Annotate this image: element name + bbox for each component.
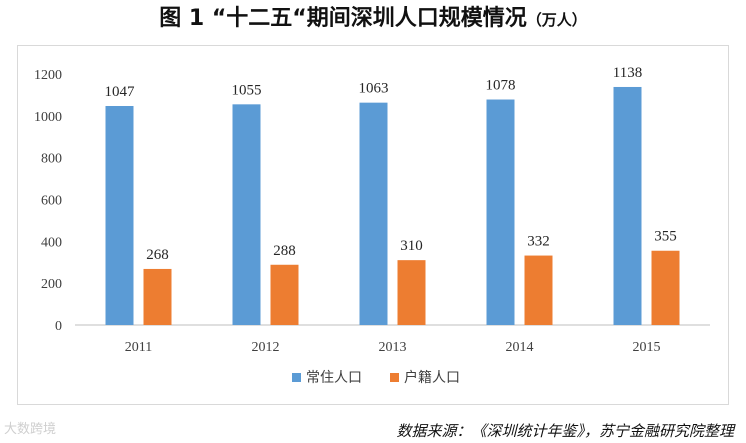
watermark: 大数跨境 (4, 422, 57, 437)
population-bar-chart: 0 200 400 600 800 1000 1200 1047 268 2011 1055 288 2… (34, 65, 710, 386)
y-tick-label: 0 (55, 319, 62, 334)
bar-resident-2011 (105, 106, 134, 325)
y-tick-label: 600 (41, 194, 62, 209)
bar-resident-2014 (486, 99, 515, 325)
data-label: 1063 (359, 81, 389, 97)
x-tick-label: 2013 (379, 340, 407, 355)
data-label: 1055 (232, 82, 262, 98)
y-tick-label: 400 (41, 235, 62, 250)
y-tick-label: 800 (41, 152, 62, 167)
bar-registered-2014 (524, 255, 553, 325)
x-tick-label: 2011 (125, 340, 152, 355)
chart-title-unit: （万人） (526, 11, 587, 29)
bar-registered-2013 (397, 260, 426, 325)
bar-registered-2011 (143, 268, 172, 325)
legend-swatch (292, 373, 301, 382)
bar-registered-2015 (651, 250, 680, 325)
data-label: 1078 (486, 78, 516, 94)
data-label: 332 (527, 234, 550, 250)
data-label: 355 (654, 229, 677, 245)
y-tick-label: 200 (41, 277, 62, 292)
chart-frame (17, 45, 729, 405)
data-label: 288 (273, 243, 296, 259)
source-note: 数据来源：《深圳统计年鉴》，苏宁金融研究院整理 (396, 422, 734, 440)
bar-registered-2012 (270, 264, 299, 325)
data-label: 310 (400, 238, 423, 254)
chart-title-text: 图 1 “十二五“期间深圳人口规模情况 (159, 6, 527, 31)
data-label: 268 (146, 247, 169, 263)
x-tick-label: 2014 (506, 340, 534, 355)
legend-swatch (390, 373, 399, 382)
y-tick-label: 1200 (34, 68, 62, 83)
legend-label: 户籍人口 (404, 369, 460, 386)
bar-resident-2013 (359, 102, 388, 326)
data-label: 1047 (105, 84, 136, 100)
y-tick-label: 1000 (34, 110, 62, 125)
legend-label: 常住人口 (306, 370, 362, 386)
data-label: 1138 (613, 65, 642, 81)
x-tick-label: 2012 (252, 340, 280, 355)
chart-title: 图 1 “十二五“期间深圳人口规模情况（万人） (0, 2, 746, 36)
bar-resident-2012 (232, 104, 261, 326)
bar-resident-2015 (613, 86, 642, 326)
x-tick-label: 2015 (633, 340, 661, 355)
